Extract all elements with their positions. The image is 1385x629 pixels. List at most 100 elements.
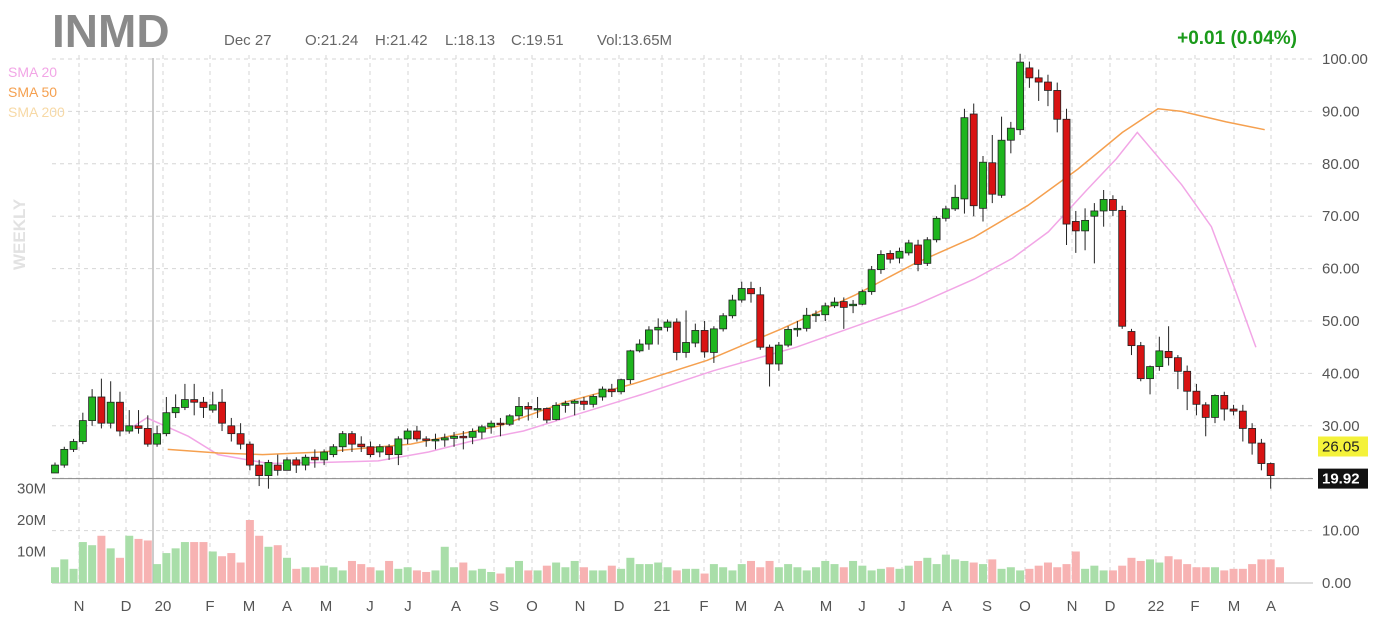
candle-body (914, 244, 922, 265)
candle-body (1006, 127, 1015, 141)
volume-bar (904, 565, 913, 583)
volume-bar (774, 567, 783, 583)
candle-body (69, 441, 78, 450)
volume-bar (143, 540, 152, 583)
candle-body (626, 350, 635, 381)
volume-bar (496, 573, 505, 583)
volume-bar (784, 564, 793, 583)
candle-body (672, 321, 681, 353)
volume-bar (793, 567, 802, 583)
candle-body (496, 422, 505, 426)
volume-bar (1016, 570, 1025, 583)
candle-body (348, 433, 356, 445)
candle-body (589, 396, 598, 405)
volume-bar (700, 573, 709, 583)
candle-body (375, 446, 384, 453)
volume-bar (570, 560, 579, 583)
candle-body (236, 433, 245, 445)
x-tick-label: N (74, 598, 85, 615)
volume-value: Vol:13.65M (597, 32, 673, 49)
candle-body (1211, 395, 1219, 418)
volume-bar (329, 567, 338, 583)
candle-body (1192, 390, 1201, 405)
candle-body (960, 117, 969, 200)
x-tick-label: N (1067, 598, 1078, 615)
candle-body (1183, 370, 1192, 392)
legend-sma200: SMA 200 (8, 104, 65, 120)
volume-bar (1127, 557, 1136, 583)
moving-averages (125, 108, 1265, 465)
volume-bar (1043, 562, 1052, 583)
candle-body (932, 217, 941, 241)
candle-body (812, 313, 820, 317)
volume-bar (115, 557, 124, 583)
volume-bar (320, 565, 329, 583)
candle-body (1173, 357, 1182, 372)
volume-bar (283, 557, 291, 583)
candle-body (1109, 199, 1117, 211)
price-candles (51, 53, 1275, 489)
volume-bar (533, 570, 542, 583)
volume-bar (1173, 559, 1182, 583)
volume-bar (1229, 568, 1238, 583)
candle-body (1248, 428, 1257, 444)
volume-bar (338, 570, 347, 583)
volume-bar (858, 565, 867, 583)
volume-bar (245, 520, 254, 583)
candle-body (1146, 366, 1154, 380)
volume-bar (1053, 567, 1062, 583)
volume-bar (134, 538, 143, 583)
candle-body (162, 412, 171, 435)
volume-bar (385, 560, 394, 583)
price-tick-label: 40.00 (1322, 365, 1360, 382)
volume-bar (682, 568, 691, 583)
x-tick-label: F (699, 598, 708, 615)
x-tick-label: J (366, 598, 374, 615)
candle-body (904, 242, 913, 254)
volume-bar (106, 548, 115, 583)
candle-body (923, 239, 932, 264)
volume-bar (301, 567, 310, 583)
ticker-symbol: INMD (52, 5, 170, 57)
volume-bar (88, 545, 97, 583)
volume-bar (190, 542, 199, 583)
candle-body (171, 407, 180, 414)
volume-bars (51, 520, 1284, 583)
last-price-label: 26.05 (1322, 438, 1360, 455)
candle-body (700, 330, 709, 353)
candle-body (1044, 81, 1052, 91)
volume-bar (997, 568, 1006, 583)
x-tick-label: J (858, 598, 866, 615)
volume-bar (1071, 551, 1080, 583)
candle-body (877, 254, 885, 271)
volume-bar (635, 564, 644, 583)
candle-body (849, 303, 857, 307)
candle-body (51, 464, 59, 474)
candle-body (1257, 442, 1266, 464)
volume-bar (153, 564, 162, 583)
volume-bar (366, 567, 375, 583)
x-tick-label: M (1228, 598, 1241, 615)
volume-bar (617, 568, 626, 583)
volume-bar (255, 535, 264, 583)
candle-body (663, 321, 672, 328)
candle-body (719, 315, 728, 330)
volume-bar (1183, 564, 1192, 583)
volume-bar (1275, 567, 1284, 583)
volume-bar (1220, 570, 1229, 583)
candle-body (199, 401, 208, 408)
candle-body (774, 344, 783, 365)
volume-bar (180, 542, 189, 583)
volume-bar (1257, 559, 1266, 583)
volume-bar (561, 567, 570, 583)
volume-bar (654, 562, 663, 583)
candle-body (1090, 210, 1099, 217)
candle-body (320, 451, 329, 461)
volume-bar (765, 560, 774, 583)
candle-body (431, 439, 440, 442)
volume-bar (886, 567, 895, 583)
candle-body (561, 402, 570, 406)
candle-body (153, 433, 161, 445)
candle-body (793, 327, 802, 331)
